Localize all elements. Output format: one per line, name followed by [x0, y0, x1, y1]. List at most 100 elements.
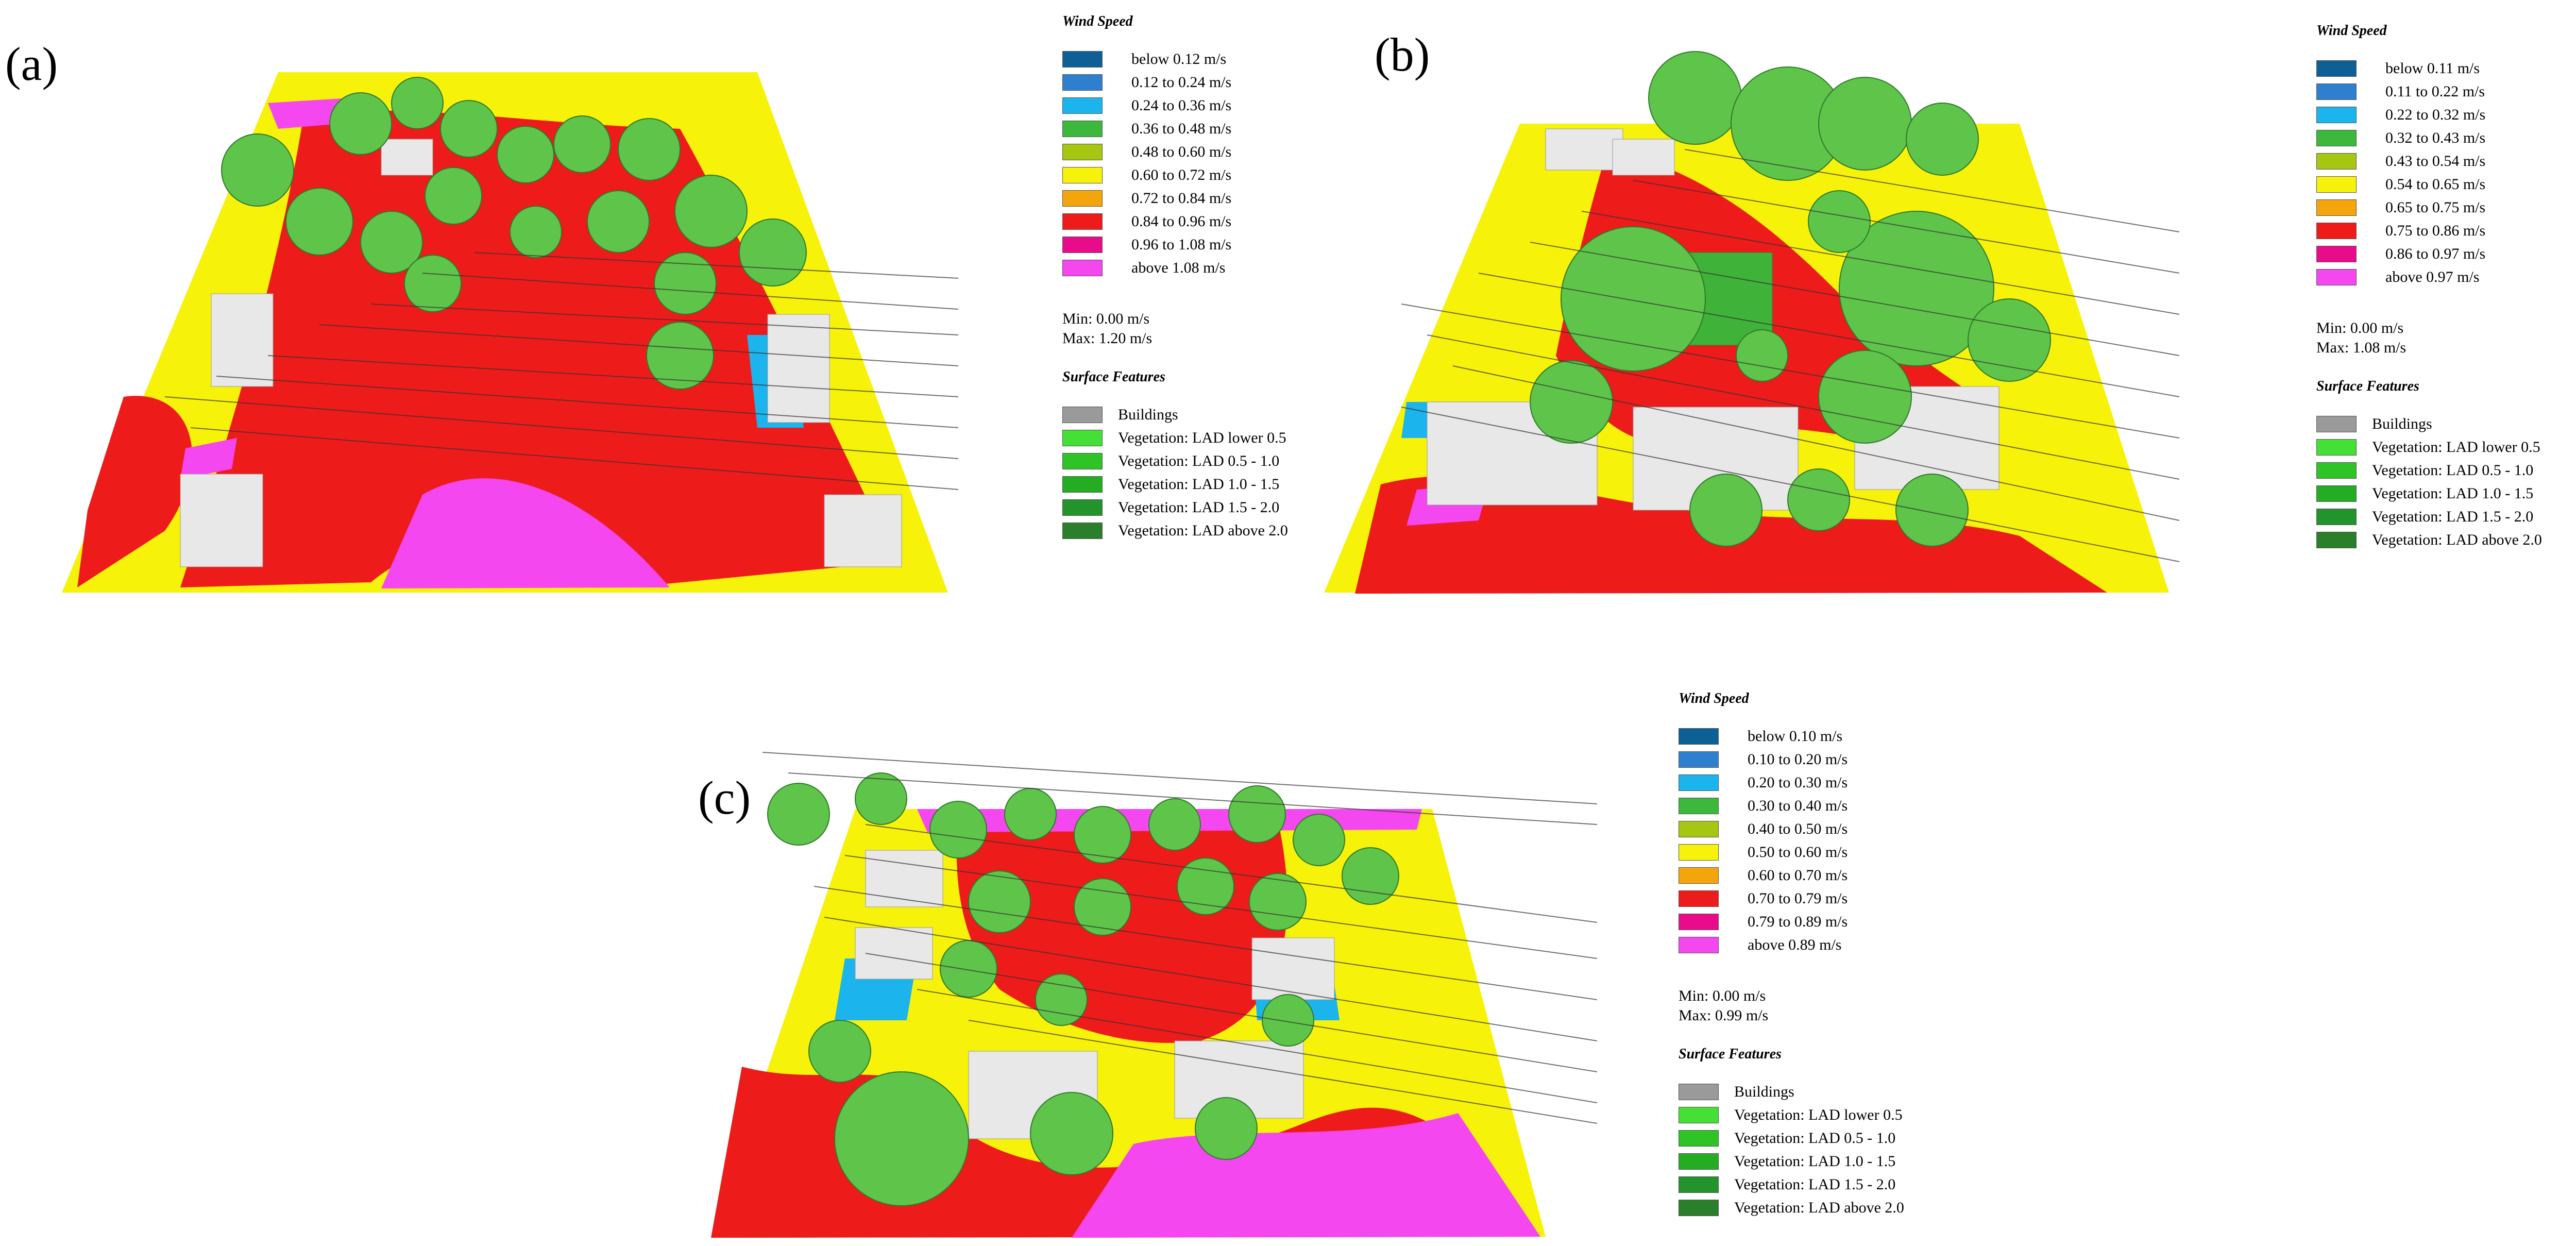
wind-row: 0.48 to 0.60 m/s — [1062, 140, 1288, 163]
max-value: Max: 1.08 m/s — [2316, 339, 2406, 356]
wind-range-label: 0.24 to 0.36 m/s — [1131, 96, 1232, 114]
swatch — [1679, 1083, 1719, 1100]
swatch — [2316, 268, 2357, 285]
wind-row: 0.79 to 0.89 m/s — [1679, 910, 1904, 933]
wind-range-label: above 0.89 m/s — [1748, 936, 1842, 953]
wind-speed-title: Wind Speed — [1062, 13, 1133, 29]
wind-range-label: 0.10 to 0.20 m/s — [1748, 750, 1848, 768]
wind-row: 0.12 to 0.24 m/s — [1062, 71, 1288, 94]
surface-features-title: Surface Features — [2316, 378, 2419, 394]
wind-row: below 0.10 m/s — [1679, 725, 1904, 748]
panel-b-label: (b) — [1375, 28, 1430, 81]
wind-row: above 0.97 m/s — [2316, 265, 2542, 289]
wind-row: above 0.89 m/s — [1679, 933, 1904, 956]
swatch — [2316, 83, 2357, 100]
wind-range-label: below 0.10 m/s — [1748, 727, 1843, 745]
wind-row: 0.50 to 0.60 m/s — [1679, 840, 1904, 864]
wind-range-label: 0.65 to 0.75 m/s — [2385, 198, 2486, 216]
wind-row: 0.60 to 0.70 m/s — [1679, 864, 1904, 887]
swatch — [2316, 106, 2357, 123]
swatch — [2316, 508, 2357, 525]
swatch — [2316, 462, 2357, 479]
swatch — [1679, 1106, 1719, 1123]
feature-label: Vegetation: LAD above 2.0 — [1734, 1199, 1904, 1216]
panel-a-scene — [62, 67, 969, 603]
surface-features-title: Surface Features — [1679, 1046, 1782, 1062]
trees — [1530, 51, 2051, 547]
wind-range-label: 0.86 to 0.97 m/s — [2385, 245, 2486, 262]
feature-label: Vegetation: LAD lower 0.5 — [1734, 1106, 1903, 1123]
wind-magenta-zone — [1072, 1113, 1540, 1238]
wind-range-label: 0.72 to 0.84 m/s — [1131, 189, 1232, 207]
wind-range-label: above 0.97 m/s — [2385, 268, 2480, 285]
feature-label: Vegetation: LAD 1.0 - 1.5 — [1734, 1152, 1896, 1170]
swatch — [1062, 429, 1103, 446]
swatch — [1062, 406, 1103, 423]
swatch — [1679, 844, 1719, 861]
swatch — [1679, 936, 1719, 953]
feature-row: Vegetation: LAD above 2.0 — [1062, 519, 1288, 542]
feature-row: Buildings — [2316, 412, 2542, 435]
swatch — [1062, 499, 1103, 516]
swatch — [2316, 222, 2357, 239]
wind-range-label: 0.30 to 0.40 m/s — [1748, 797, 1848, 814]
swatch — [1062, 143, 1103, 160]
min-value: Min: 0.00 m/s — [2316, 319, 2404, 336]
wind-range-label: 0.50 to 0.60 m/s — [1748, 843, 1848, 861]
min-value: Min: 0.00 m/s — [1062, 310, 1150, 327]
swatch — [1679, 913, 1719, 930]
feature-label: Vegetation: LAD 1.5 - 2.0 — [2372, 508, 2534, 525]
wind-range-label: 0.79 to 0.89 m/s — [1748, 913, 1848, 930]
panel-b-legend: Wind Speed below 0.11 m/s 0.11 to 0.22 m… — [2316, 23, 2542, 551]
wind-range-label: 0.43 to 0.54 m/s — [2385, 152, 2486, 170]
feature-label: Buildings — [1118, 406, 1178, 423]
panel-c-label: (c) — [698, 771, 751, 824]
swatch — [1062, 476, 1103, 493]
wind-range-label: 0.22 to 0.32 m/s — [2385, 106, 2486, 123]
swatch — [1062, 50, 1103, 68]
wind-streamlines — [1401, 149, 2180, 562]
wind-row: below 0.11 m/s — [2316, 57, 2542, 80]
feature-label: Buildings — [1734, 1083, 1794, 1100]
wind-range-label: 0.48 to 0.60 m/s — [1131, 143, 1232, 160]
panel-c-scene — [711, 732, 1597, 1242]
feature-row: Vegetation: LAD 1.0 - 1.5 — [1062, 473, 1288, 496]
feature-row: Vegetation: LAD 1.5 - 2.0 — [1062, 496, 1288, 519]
wind-range-label: 0.20 to 0.30 m/s — [1748, 773, 1848, 791]
wind-row: 0.86 to 0.97 m/s — [2316, 242, 2542, 265]
swatch — [2316, 531, 2357, 548]
swatch — [1679, 774, 1719, 791]
feature-row: Buildings — [1062, 403, 1288, 426]
wind-range-label: 0.60 to 0.72 m/s — [1131, 166, 1232, 183]
building — [767, 314, 830, 423]
swatch — [2316, 199, 2357, 216]
feature-label: Vegetation: LAD above 2.0 — [1118, 521, 1288, 539]
wind-range-label: 0.60 to 0.70 m/s — [1748, 866, 1848, 884]
swatch — [1679, 1199, 1719, 1216]
wind-row: 0.54 to 0.65 m/s — [2316, 173, 2542, 196]
wind-red-zone-left — [77, 396, 192, 587]
min-max: Min: 0.00 m/s Max: 1.20 m/s — [1062, 309, 1288, 348]
swatch — [1062, 74, 1103, 91]
swatch — [1679, 820, 1719, 837]
feature-row: Vegetation: LAD 1.5 - 2.0 — [2316, 505, 2542, 528]
feature-row: Vegetation: LAD 1.5 - 2.0 — [1679, 1173, 1904, 1196]
wind-row: 0.84 to 0.96 m/s — [1062, 210, 1288, 233]
panel-a-legend: Wind Speed below 0.12 m/s 0.12 to 0.24 m… — [1062, 13, 1288, 542]
wind-row: 0.75 to 0.86 m/s — [2316, 219, 2542, 242]
feature-label: Vegetation: LAD 1.0 - 1.5 — [1118, 475, 1280, 493]
wind-streamlines — [164, 252, 959, 490]
wind-speed-title: Wind Speed — [2316, 23, 2387, 39]
feature-row: Vegetation: LAD above 2.0 — [1679, 1196, 1904, 1219]
feature-row: Vegetation: LAD lower 0.5 — [1062, 426, 1288, 449]
swatch — [2316, 245, 2357, 262]
wind-streamlines — [762, 752, 1597, 1124]
feature-row: Vegetation: LAD lower 0.5 — [2316, 435, 2542, 459]
panel-a-label: (a) — [5, 38, 58, 90]
swatch — [2316, 485, 2357, 502]
feature-row: Vegetation: LAD 1.0 - 1.5 — [1679, 1150, 1904, 1173]
min-max: Min: 0.00 m/s Max: 1.08 m/s — [2316, 318, 2542, 358]
swatch — [2316, 176, 2357, 193]
swatch — [1679, 728, 1719, 745]
feature-label: Vegetation: LAD lower 0.5 — [2372, 438, 2540, 456]
